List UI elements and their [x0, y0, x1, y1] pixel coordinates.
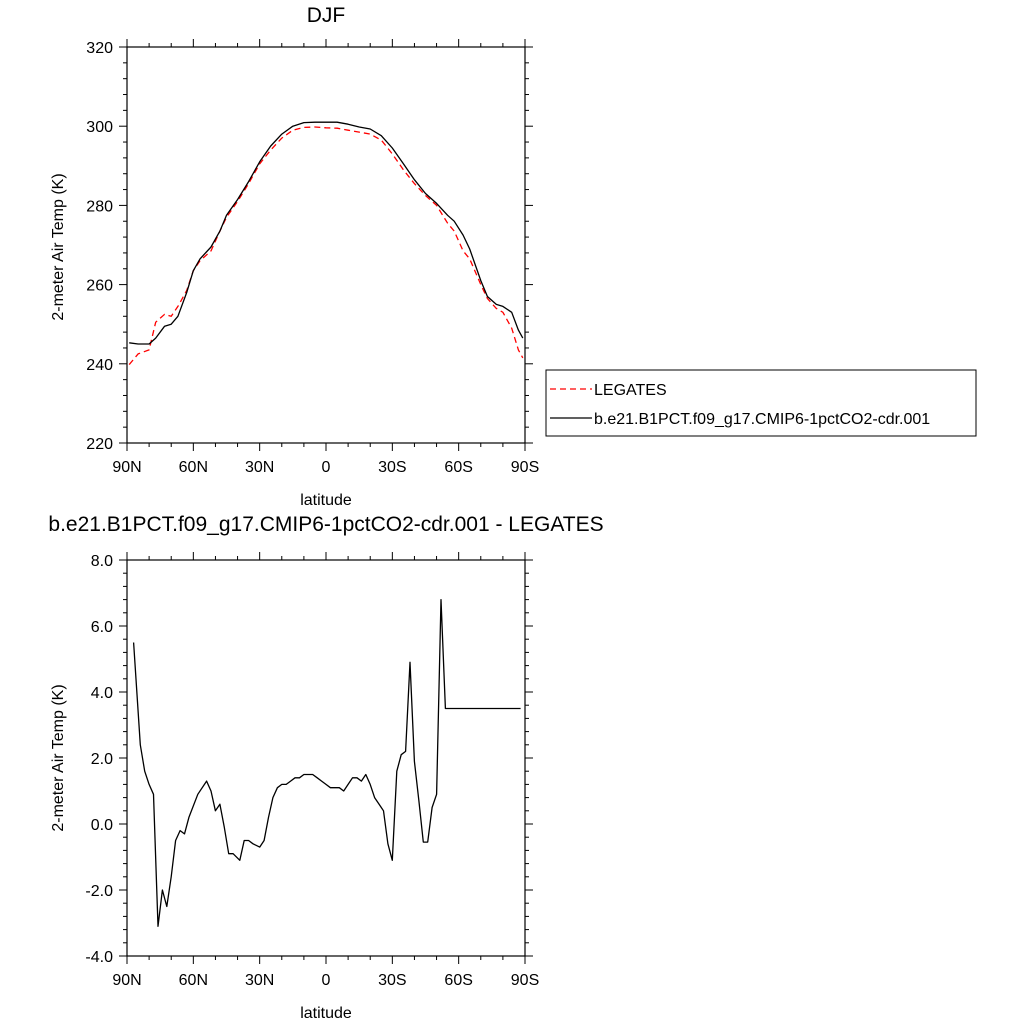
bottom-x-tick-label: 90N: [112, 972, 141, 989]
bottom-y-tick-label: 0.0: [91, 817, 113, 834]
bottom-x-tick-label: 90S: [511, 972, 539, 989]
top-y-tick-label: 240: [86, 357, 113, 374]
legend: LEGATES b.e21.B1PCT.f09_g17.CMIP6-1pctCO…: [545, 369, 977, 437]
top-x-tick-label: 30S: [378, 459, 406, 476]
top-y-tick-label: 220: [86, 436, 113, 453]
top-plot-frame: [126, 46, 526, 444]
bottom-y-tick-label: 4.0: [91, 685, 113, 702]
bottom-y-tick-label: 2.0: [91, 751, 113, 768]
legend-label-model: b.e21.B1PCT.f09_g17.CMIP6-1pctCO2-cdr.00…: [594, 411, 930, 428]
bottom-x-axis-label: latitude: [300, 1005, 352, 1022]
top-y-tick-label: 260: [86, 278, 113, 295]
bottom-y-tick-label: 6.0: [91, 619, 113, 636]
bottom-y-tick-label: 8.0: [91, 553, 113, 570]
bottom-x-tick-label: 30N: [245, 972, 274, 989]
bottom-panel: b.e21.B1PCT.f09_g17.CMIP6-1pctCO2-cdr.00…: [48, 513, 603, 1022]
top-x-tick-label: 60S: [444, 459, 472, 476]
top-x-tick-label: 0: [322, 459, 331, 476]
bottom-x-tick-label: 60N: [179, 972, 208, 989]
bottom-x-tick-label: 0: [322, 972, 331, 989]
top-y-tick-label: 280: [86, 198, 113, 215]
bottom-series-line-0: [132, 598, 521, 927]
top-panel: DJF 220 240 260 280 300 320 90N 60N 30N 0 30S 60S 90…: [50, 4, 977, 509]
bottom-y-tick-label: -2.0: [85, 883, 113, 900]
bottom-x-tick-label: 30S: [378, 972, 406, 989]
top-x-axis-label: latitude: [300, 492, 352, 509]
top-x-tick-label: 60N: [179, 459, 208, 476]
top-x-tick-label: 30N: [245, 459, 274, 476]
top-y-axis-label: 2-meter Air Temp (K): [50, 173, 67, 320]
legend-box: [545, 369, 977, 437]
bottom-chart-title: b.e21.B1PCT.f09_g17.CMIP6-1pctCO2-cdr.00…: [48, 513, 603, 536]
bottom-y-tick-label: -4.0: [85, 949, 113, 966]
bottom-y-axis-label: 2-meter Air Temp (K): [50, 684, 67, 831]
legend-label-legates: LEGATES: [594, 382, 667, 399]
top-x-tick-label: 90S: [511, 459, 539, 476]
top-x-tick-label: 90N: [112, 459, 141, 476]
bottom-plot-area: -4.0 -2.0 0.0 2.0 4.0 6.0 8.0 90N 60N 30N 0 30S 60S 9…: [85, 552, 539, 989]
top-y-tick-label: 300: [86, 119, 113, 136]
top-series-line-0: [128, 126, 524, 366]
top-chart-title: DJF: [307, 4, 346, 27]
bottom-plot-frame: [126, 559, 526, 957]
top-y-tick-label: 320: [86, 40, 113, 57]
top-plot-area: 220 240 260 280 300 320 90N 60N 30N 0 30S 60S 90S: [86, 39, 539, 476]
top-series-line-1: [129, 121, 524, 345]
bottom-x-tick-label: 60S: [444, 972, 472, 989]
